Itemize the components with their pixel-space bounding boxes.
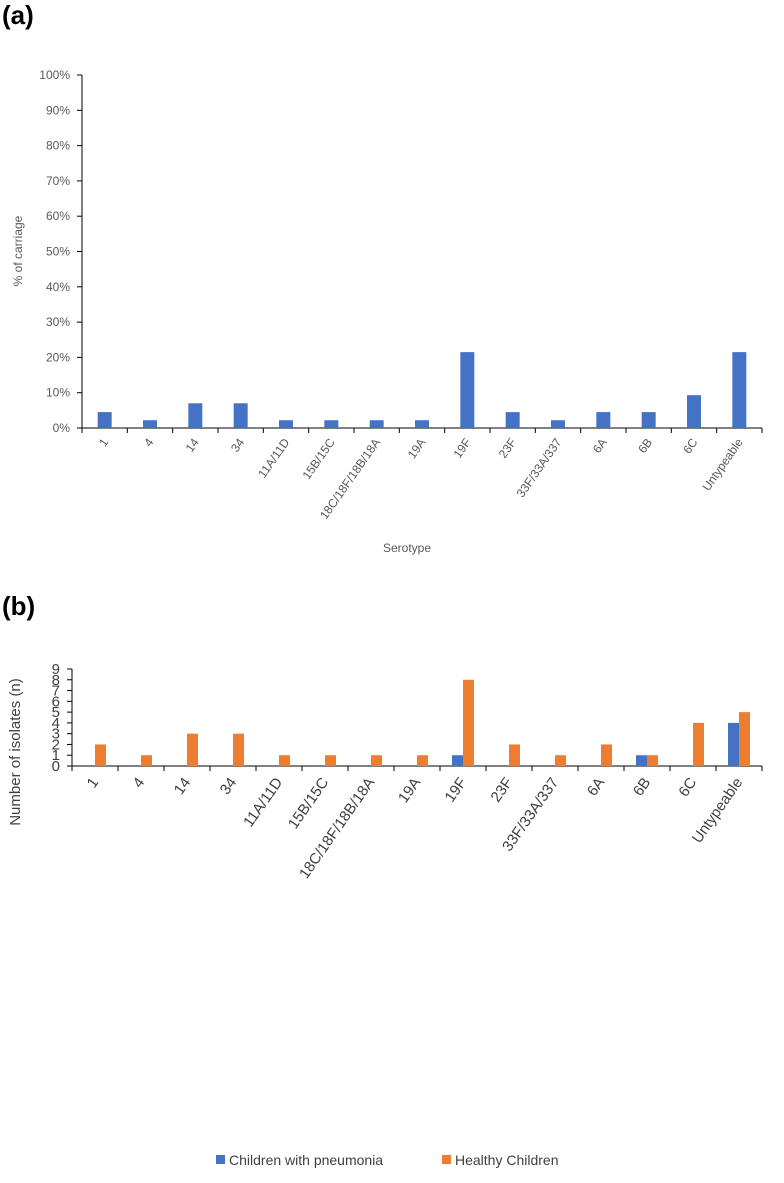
x-tick-label: 34 xyxy=(228,435,247,454)
bar-series-14 xyxy=(188,403,203,428)
bar-healthy-children-4 xyxy=(141,755,152,766)
bar-series-11a-11d xyxy=(279,420,293,428)
bar-healthy-children-1 xyxy=(95,744,106,766)
x-tick-label: 6A xyxy=(590,436,610,456)
x-tick-label: 6B xyxy=(630,775,654,800)
y-tick-label: 2 xyxy=(52,736,60,753)
bar-healthy-children-6a xyxy=(601,744,612,766)
x-tick-label: 19A xyxy=(395,775,424,807)
bar-healthy-children-23f xyxy=(509,744,520,766)
bar-series-33f-33a-337 xyxy=(551,420,565,428)
y-tick-label: 10% xyxy=(46,386,70,400)
y-tick-label: 50% xyxy=(46,245,70,259)
bar-healthy-children-34 xyxy=(233,733,244,766)
x-tick-label: 15B/15C xyxy=(285,774,333,832)
y-tick-label: 4 xyxy=(52,715,60,732)
y-tick-label: 5 xyxy=(52,704,60,721)
bar-series-19f xyxy=(460,352,475,428)
bar-series-34 xyxy=(233,403,248,428)
bar-healthy-children-19a xyxy=(417,755,428,766)
x-tick-label: 6C xyxy=(680,435,700,456)
y-tick-label: 60% xyxy=(46,209,70,223)
bar-series-15b-15c xyxy=(324,420,339,428)
y-tick-label: 80% xyxy=(46,139,70,153)
legend-swatch xyxy=(216,1155,225,1164)
x-tick-label: 23F xyxy=(488,775,517,806)
x-tick-label: 14 xyxy=(171,775,194,798)
x-tick-label: 4 xyxy=(130,775,149,792)
bar-series-23f xyxy=(505,412,520,428)
y-axis-title: Number of isolates (n) xyxy=(7,678,24,826)
y-tick-label: 7 xyxy=(52,683,60,700)
legend-label: Children with pneumonia xyxy=(229,1152,383,1168)
bar-children-with-pneumonia-19f xyxy=(452,755,463,766)
x-tick-label: 33F/33A/337 xyxy=(514,435,565,500)
x-tick-label: Untypeable xyxy=(699,435,745,493)
y-tick-label: 3 xyxy=(52,726,60,743)
bar-series-1 xyxy=(97,412,112,428)
x-tick-label: 19F xyxy=(442,775,471,806)
legend-label: Healthy Children xyxy=(455,1152,559,1168)
bar-healthy-children-11a-11d xyxy=(279,755,290,766)
bar-healthy-children-15b-15c xyxy=(325,755,336,766)
y-tick-label: 9 xyxy=(52,661,60,678)
x-tick-label: 34 xyxy=(217,775,240,798)
bar-series-6c xyxy=(687,395,701,428)
bar-series-untypeable xyxy=(732,352,747,428)
y-tick-label: 30% xyxy=(46,315,70,329)
legend-swatch xyxy=(442,1155,451,1164)
bar-series-6b xyxy=(641,412,656,428)
x-tick-label: 19F xyxy=(450,436,473,461)
x-tick-label: 1 xyxy=(96,435,111,449)
y-axis-title: % of carriage xyxy=(11,215,25,286)
panel-label: (a) xyxy=(2,0,34,30)
bar-healthy-children-untypeable xyxy=(739,712,750,766)
bar-healthy-children-19f xyxy=(463,679,474,766)
y-tick-label: 20% xyxy=(46,350,70,364)
x-tick-label: 19A xyxy=(405,436,429,462)
bar-series-19a xyxy=(415,420,429,428)
bar-series-4 xyxy=(143,420,157,428)
y-tick-label: 0 xyxy=(52,758,60,775)
x-tick-label: 6B xyxy=(635,436,655,456)
x-tick-label: 6A xyxy=(584,775,608,800)
bar-series-6a xyxy=(596,412,611,428)
x-tick-label: 11A/11D xyxy=(255,435,292,480)
bar-healthy-children-6b xyxy=(647,755,658,766)
bar-healthy-children-18c-18f-18b-18a xyxy=(371,755,382,766)
bar-children-with-pneumonia-untypeable xyxy=(728,722,739,766)
x-tick-label: 4 xyxy=(141,435,156,449)
x-tick-label: 23F xyxy=(496,436,519,461)
y-tick-label: 70% xyxy=(46,174,70,188)
y-tick-label: 6 xyxy=(52,693,60,710)
x-tick-label: 11A/11D xyxy=(240,774,286,830)
y-tick-label: 100% xyxy=(39,68,70,82)
bar-series-18c-18f-18b-18a xyxy=(369,420,384,428)
bar-healthy-children-6c xyxy=(693,722,704,766)
bar-children-with-pneumonia-6b xyxy=(636,755,647,766)
x-tick-label: 15B/15C xyxy=(300,435,338,482)
x-tick-label: 14 xyxy=(183,435,202,454)
y-tick-label: 40% xyxy=(46,280,70,294)
bar-healthy-children-33f-33a-337 xyxy=(555,755,566,766)
y-tick-label: 1 xyxy=(52,747,60,764)
y-tick-label: 90% xyxy=(46,103,70,117)
x-tick-label: 1 xyxy=(84,775,103,792)
panel-label: (b) xyxy=(2,591,35,621)
y-tick-label: 8 xyxy=(52,672,60,689)
bar-healthy-children-14 xyxy=(187,733,198,766)
x-tick-label: 6C xyxy=(675,774,700,800)
x-axis-title: Serotype xyxy=(383,541,431,555)
y-tick-label: 0% xyxy=(53,421,71,435)
